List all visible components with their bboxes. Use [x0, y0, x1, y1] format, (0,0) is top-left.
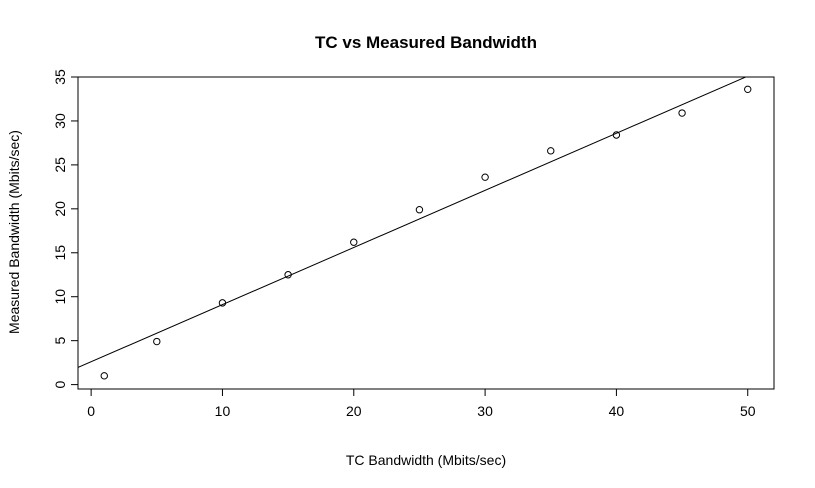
points-layer — [100, 85, 752, 380]
y-tick-label: 30 — [52, 113, 68, 129]
y-axis-label: Measured Bandwidth (Mbits/sec) — [6, 130, 22, 334]
y-tick-label: 20 — [52, 201, 68, 217]
plot-frame — [77, 76, 775, 390]
x-axis: 0 10 20 30 40 50 — [87, 388, 756, 419]
chart-title: TC vs Measured Bandwidth — [315, 33, 537, 52]
data-point — [678, 109, 686, 117]
x-tick-label: 40 — [609, 403, 625, 419]
x-tick-label: 10 — [215, 403, 231, 419]
data-point — [612, 131, 621, 139]
y-tick-label: 10 — [52, 289, 68, 305]
y-tick-label: 5 — [52, 337, 68, 345]
data-point — [481, 173, 489, 181]
x-tick-label: 30 — [477, 403, 493, 419]
data-point — [547, 147, 555, 155]
data-point — [744, 85, 752, 94]
x-axis-label: TC Bandwidth (Mbits/sec) — [346, 452, 506, 468]
y-tick-label: 25 — [52, 157, 68, 173]
x-tick-label: 50 — [740, 403, 756, 419]
data-point — [100, 372, 108, 380]
x-tick-label: 20 — [346, 403, 362, 419]
y-tick-label: 0 — [52, 381, 68, 389]
data-point — [218, 299, 227, 307]
data-point — [415, 206, 424, 214]
y-tick-label: 35 — [52, 69, 68, 85]
fit-line-layer — [78, 77, 747, 368]
x-tick-label: 0 — [87, 403, 95, 419]
data-point — [284, 271, 292, 279]
y-axis: 0 5 10 15 20 25 30 35 — [52, 69, 78, 389]
data-point — [153, 337, 161, 346]
data-point — [350, 238, 358, 246]
fit-line — [78, 77, 747, 368]
y-tick-label: 15 — [52, 245, 68, 261]
